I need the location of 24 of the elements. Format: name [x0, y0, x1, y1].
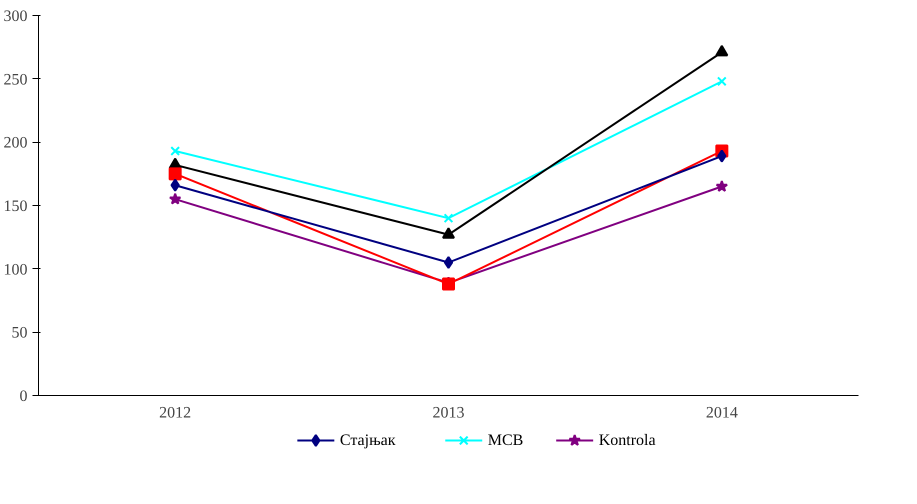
x-tick-label: 2014 [706, 404, 738, 422]
y-tick-label: 50 [12, 324, 28, 342]
point [170, 178, 180, 192]
point [168, 192, 182, 205]
point [716, 180, 728, 192]
point [170, 146, 180, 156]
y-tick-label: 250 [4, 71, 28, 88]
point [715, 44, 728, 56]
y-tick-label: 150 [4, 198, 28, 215]
point [442, 278, 455, 291]
point [444, 213, 454, 224]
point [717, 150, 726, 163]
point [444, 256, 454, 269]
legend-label: Kontrola [598, 432, 656, 449]
x-tick-label: 2013 [432, 404, 464, 422]
x-tick-label: 2012 [159, 404, 192, 422]
y-tick-label: 200 [4, 134, 28, 152]
legend-label: MCB [488, 432, 524, 449]
y-tick-label: 100 [4, 261, 28, 278]
point [168, 167, 182, 180]
point [716, 76, 727, 86]
y-tick-label: 0 [20, 388, 28, 405]
y-tick-label: 300 [4, 8, 28, 25]
legend-label: Стајњак [340, 432, 396, 449]
